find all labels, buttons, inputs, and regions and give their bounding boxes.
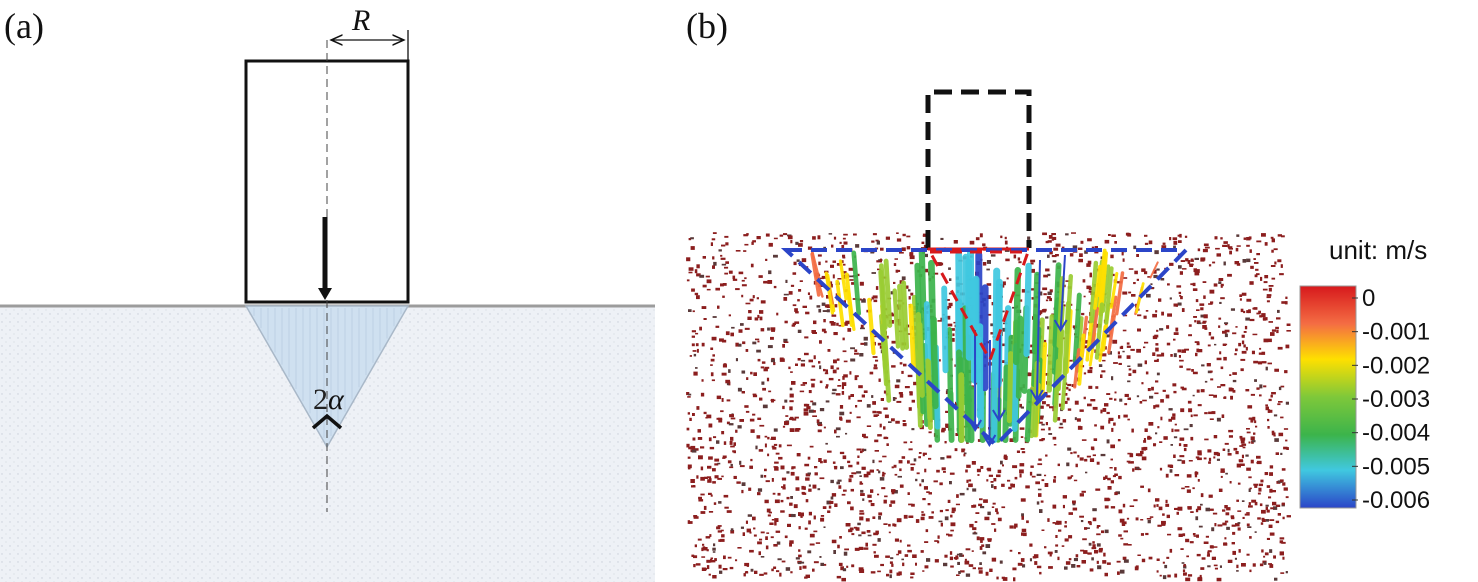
- legend-tick-label: -0.004: [1362, 420, 1430, 447]
- particle-field: [686, 232, 1291, 582]
- cone-hatching: [253, 308, 402, 438]
- legend-tick-label: -0.006: [1362, 487, 1430, 514]
- angle-label-greek: α: [328, 383, 345, 416]
- pile-outline-dashed: [925, 89, 1032, 248]
- legend-tick-label: 0: [1362, 285, 1375, 312]
- legend-tick-label: -0.003: [1362, 386, 1430, 413]
- legend: unit: m/s 0 -0.001 -0.002 -0.003 -0.004 -0.00…: [1299, 235, 1430, 514]
- legend-ticks: 0 -0.001 -0.002 -0.003 -0.004 -0.005 -0.006: [1352, 285, 1430, 514]
- outer-failure-boundary: [780, 248, 1191, 448]
- panel-b: (b) unit: m/s 0 -0.001 -0.002 -0.003 -0.004 -…: [686, 6, 1430, 582]
- inner-failure-boundary: [927, 250, 1031, 364]
- legend-title: unit: m/s: [1329, 235, 1427, 265]
- angle-label-number: 2: [313, 383, 328, 416]
- panel-a-label: (a): [4, 6, 44, 46]
- angle-caret: [311, 413, 343, 430]
- radius-symbol: R: [351, 4, 370, 37]
- panel-a: (a) R 2α: [0, 4, 655, 582]
- legend-tick-label: -0.005: [1362, 453, 1430, 480]
- angle-label: 2α: [313, 383, 345, 416]
- legend-tick-label: -0.001: [1362, 319, 1430, 346]
- penetration-arrow-head: [318, 288, 332, 300]
- panel-b-label: (b): [686, 6, 728, 46]
- legend-tick-label: -0.002: [1362, 352, 1430, 379]
- colorbar: [1299, 285, 1357, 509]
